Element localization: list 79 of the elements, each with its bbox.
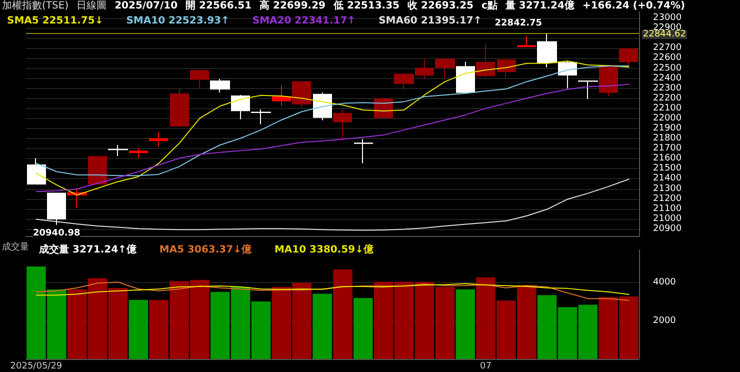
text: SMA10 22523.93↑ — [126, 16, 230, 26]
y-tick-label: 4000 — [653, 278, 676, 288]
y-tick-label: 21600 — [653, 154, 682, 164]
annotation: 20940.98 — [33, 228, 80, 238]
candlestick — [47, 192, 66, 226]
text: c點 — [481, 0, 498, 12]
line-series — [36, 282, 630, 301]
chart-title: 成交量 — [2, 242, 29, 252]
chart-subtitle: 日線圖 — [76, 0, 107, 12]
y-tick-label: 21800 — [653, 134, 682, 144]
bar — [312, 294, 332, 359]
y-tick-label: 22200 — [653, 93, 682, 104]
text: MA10 3380.59↓億 — [274, 244, 374, 256]
line-series — [36, 283, 630, 296]
x-tick-label: 2025/05/29 — [10, 362, 62, 372]
y-tick-label: 22300 — [653, 83, 682, 94]
candlestick — [292, 81, 311, 108]
text: SMA20 22341.17↑ — [252, 16, 356, 26]
line-series — [36, 65, 630, 176]
text: MA5 3063.37↓億 — [159, 244, 252, 256]
y-tick-label: 20900 — [653, 224, 682, 234]
chart-title: 加權指數(TSE) — [2, 0, 69, 12]
x-tick-label: 07 — [480, 362, 492, 372]
y-tick-label: 22500 — [653, 63, 682, 74]
candlestick — [170, 88, 189, 127]
y-tick-label: 21100 — [653, 204, 682, 214]
candlestick — [435, 58, 455, 80]
text: 開 22566.51 — [186, 0, 252, 12]
bar — [456, 289, 475, 359]
candlestick — [210, 78, 230, 94]
bar — [354, 298, 373, 359]
y-tick-label: 2000 — [653, 316, 676, 326]
series-label: 成交量 3271.24↑億 — [38, 244, 138, 256]
candlestick — [149, 131, 168, 148]
candlestick — [190, 70, 209, 89]
text: 2025/07/10 — [114, 0, 178, 12]
candlestick — [333, 109, 352, 140]
candlestick — [578, 80, 598, 100]
bar — [128, 300, 148, 359]
y-tick-label: 22000 — [653, 113, 682, 124]
candlestick — [354, 138, 373, 164]
candlestick — [272, 84, 291, 107]
y-tick-label: 21200 — [653, 194, 682, 204]
text: 量 3271.24億 — [504, 0, 576, 12]
line-series — [36, 60, 630, 196]
candlestick — [129, 148, 148, 158]
candlestick — [497, 60, 516, 78]
y-tick-label: 22700 — [653, 43, 682, 54]
candlestick — [251, 108, 271, 125]
candlestick — [108, 144, 128, 156]
annotation: 22842.75 — [494, 18, 542, 28]
y-tick-label: 22600 — [653, 53, 682, 64]
candlestick — [313, 92, 332, 121]
text: SMA5 22511.75↓ — [7, 16, 104, 26]
candlestick — [517, 36, 536, 48]
candlestick — [88, 156, 107, 184]
candlestick — [27, 158, 46, 184]
text: 收 22693.25 — [408, 0, 474, 12]
line-series — [36, 84, 630, 192]
y-tick-label: 21900 — [653, 124, 682, 134]
text: 低 22513.35 — [332, 0, 400, 12]
y-tick-label: 21700 — [653, 144, 682, 154]
y-tick-label: 22400 — [653, 73, 682, 84]
candlestick — [599, 65, 618, 98]
y-tick-label: 21500 — [653, 164, 682, 174]
y-tick-label: 22100 — [653, 103, 682, 114]
text: 高 22699.29 — [260, 0, 326, 12]
bar — [333, 269, 352, 359]
candlestick — [456, 61, 475, 93]
text: SMA60 21395.17↑ — [378, 16, 482, 26]
y-tick-label: 21300 — [653, 184, 682, 194]
candlestick — [231, 94, 250, 120]
y-tick-label: 21000 — [653, 214, 682, 224]
candlestick — [476, 43, 495, 78]
y-tick-label: 21400 — [653, 174, 682, 184]
candlestick — [619, 48, 638, 68]
y-tick-label: 23000 — [653, 13, 682, 24]
ref-line-label: 22844.62 — [643, 30, 686, 40]
text: +166.24 (+0.74%) — [582, 0, 686, 12]
